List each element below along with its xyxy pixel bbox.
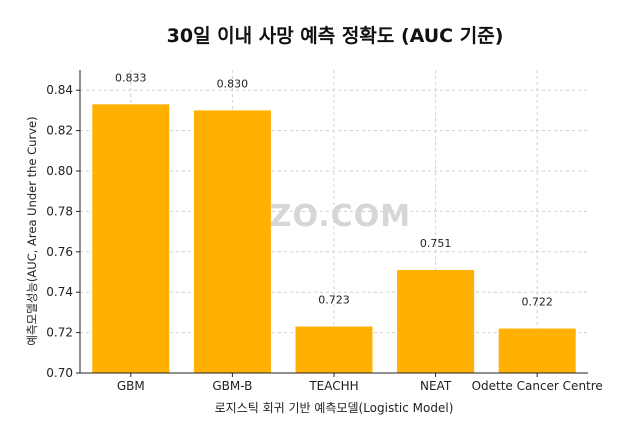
y-tick-label: 0.76 (46, 245, 73, 259)
x-tick-label: GBM-B (212, 379, 252, 393)
chart-title: 30일 이내 사망 예측 정확도 (AUC 기준) (167, 24, 504, 47)
y-tick-label: 0.82 (46, 124, 73, 138)
y-tick-label: 0.74 (46, 285, 73, 299)
x-axis-ticks: GBM GBM-B TEACHH NEAT Odette Cancer Centre (117, 373, 603, 393)
y-tick-label: 0.70 (46, 366, 73, 380)
y-tick-label: 0.72 (46, 326, 73, 340)
bar-value-label: 0.833 (115, 71, 147, 84)
y-tick-label: 0.78 (46, 204, 73, 218)
bar-value-label: 0.722 (521, 296, 553, 309)
x-tick-label: TEACHH (308, 379, 358, 393)
bar-gbm (92, 104, 170, 373)
y-axis-label: 예측모델성능(AUC, Area Under the Curve) (25, 116, 39, 345)
x-axis-label: 로지스틱 회귀 기반 예측모델(Logistic Model) (215, 401, 454, 415)
x-tick-label: NEAT (420, 379, 452, 393)
y-tick-label: 0.84 (46, 83, 73, 97)
data-labels-group: 0.833 0.830 0.723 0.751 0.722 (115, 71, 553, 308)
bar-value-label: 0.830 (217, 77, 249, 90)
x-tick-label: GBM (117, 379, 145, 393)
bar-gbm-b (193, 110, 271, 374)
x-tick-label: Odette Cancer Centre (472, 379, 603, 393)
bars-group (92, 104, 576, 374)
y-axis-ticks: 0.70 0.72 0.74 0.76 0.78 0.80 0.82 0.84 (46, 83, 80, 380)
bar-neat (397, 269, 475, 373)
y-tick-label: 0.80 (46, 164, 73, 178)
bar-teachh (295, 326, 373, 373)
bar-value-label: 0.723 (318, 294, 350, 307)
bar-odette-cancer-centre (498, 328, 576, 373)
bar-value-label: 0.751 (420, 237, 452, 250)
